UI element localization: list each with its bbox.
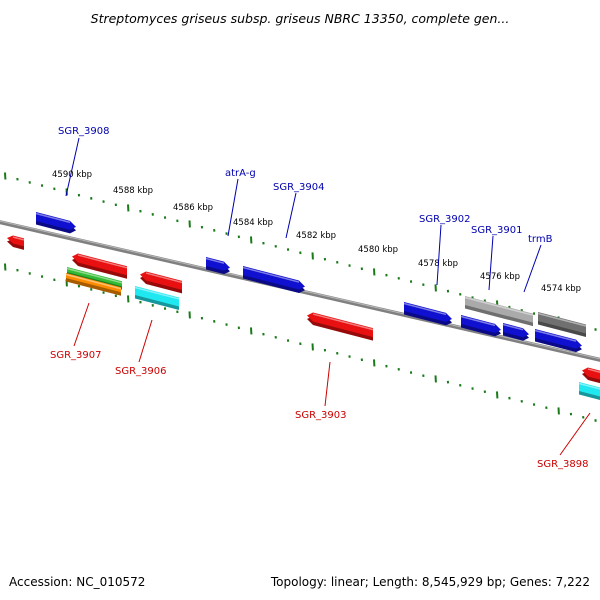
gene-block-sgr3901a[interactable]: [460, 315, 501, 337]
gene-block-sgr3906-cyan-shine: [134, 286, 180, 300]
gene-block-sgr3898-shine: [587, 368, 600, 373]
gene-block-gray[interactable]: [464, 296, 534, 327]
gene-block-right-cyan-shine: [578, 382, 600, 390]
gene-block-sgr3907-red[interactable]: [72, 253, 128, 279]
gene-block-orange-shine: [65, 273, 122, 290]
gene-block-sgr3904-shine: [242, 266, 300, 283]
scale-label-1: 4588 kbp: [113, 186, 153, 196]
gene-block-sgr3908-shine: [35, 212, 71, 224]
gene-label-g2[interactable]: atrA-g: [225, 168, 256, 179]
gene-block-sgr3902-shine: [403, 302, 447, 316]
topology-summary: Topology: linear; Length: 8,545,929 bp; …: [270, 575, 590, 589]
scale-label-0: 4590 kbp: [52, 170, 92, 180]
scale-label-4: 4582 kbp: [296, 231, 336, 241]
gene-block-gray-shine: [464, 296, 534, 316]
gene-label-g9[interactable]: SGR_3903: [295, 410, 347, 421]
gene-block-sgr3907-red-shine: [77, 254, 128, 269]
gene-label-g1[interactable]: SGR_3908: [58, 126, 110, 137]
gene-label-g8[interactable]: SGR_3906: [115, 366, 167, 377]
leader-line-g4: [436, 224, 442, 286]
gene-label-g3[interactable]: SGR_3904: [273, 182, 325, 193]
gene-block-sgr3906-red-shine: [145, 272, 183, 284]
gene-block-darkgray[interactable]: [537, 312, 587, 337]
gene-block-sgr3908[interactable]: [35, 212, 76, 234]
gene-block-darkgray-shine: [537, 312, 587, 327]
gene-block-sgr3904[interactable]: [242, 266, 305, 294]
leader-line-g5: [488, 235, 494, 291]
gene-block-sgr3901a-shine: [460, 315, 496, 327]
scale-label-2: 4586 kbp: [173, 203, 213, 213]
gene-block-sgr3903[interactable]: [307, 312, 374, 341]
gene-block-sgr3901b[interactable]: [502, 323, 529, 341]
map-title: Streptomyces griseus subsp. griseus NBRC…: [90, 11, 510, 26]
gene-block-sgr3898[interactable]: [582, 367, 600, 385]
leader-line-g2: [227, 178, 239, 237]
gene-block-atra[interactable]: [205, 257, 230, 275]
gene-label-g10[interactable]: SGR_3898: [537, 459, 589, 470]
gene-block-sgr3901b-shine: [502, 323, 524, 331]
gene-block-right-cyan[interactable]: [578, 382, 600, 401]
gene-block-sgr3907-red-face: [72, 253, 127, 276]
gene-block-atra-shine: [205, 257, 225, 264]
gene-label-g6[interactable]: trmB: [528, 234, 553, 245]
leader-line-g10: [559, 412, 591, 456]
gene-block-trmb[interactable]: [534, 329, 582, 353]
gene-block-orange[interactable]: [65, 273, 122, 296]
gene-block-sgr3906-red[interactable]: [140, 271, 183, 294]
gene-label-g4[interactable]: SGR_3902: [419, 214, 471, 225]
gene-block-sgr3906-red-face: [140, 271, 182, 290]
leader-line-g8: [138, 319, 153, 363]
leader-line-g7: [73, 302, 90, 347]
scale-label-3: 4584 kbp: [233, 218, 273, 228]
leader-line-g9: [324, 361, 331, 407]
gene-block-trmb-shine: [534, 329, 577, 342]
accession-text: Accession: NC_010572: [9, 575, 146, 589]
gene-block-sgr3903-shine: [312, 313, 374, 331]
gene-block-left-red-shine: [12, 236, 25, 241]
leader-line-g6: [523, 244, 542, 293]
scale-label-7: 4576 kbp: [480, 272, 520, 282]
scale-label-5: 4580 kbp: [358, 245, 398, 255]
leader-line-g3: [285, 192, 297, 239]
gene-block-sgr3906-cyan[interactable]: [134, 286, 180, 310]
gene-label-g7[interactable]: SGR_3907: [50, 350, 102, 361]
gene-label-g5[interactable]: SGR_3901: [471, 225, 523, 236]
gene-block-sgr3903-face: [307, 312, 373, 338]
gene-block-green-shine: [66, 267, 123, 284]
leader-line-g1: [65, 137, 80, 197]
scale-label-8: 4574 kbp: [541, 284, 581, 294]
gene-block-sgr3902[interactable]: [403, 302, 452, 326]
gene-block-left-red[interactable]: [7, 235, 25, 250]
